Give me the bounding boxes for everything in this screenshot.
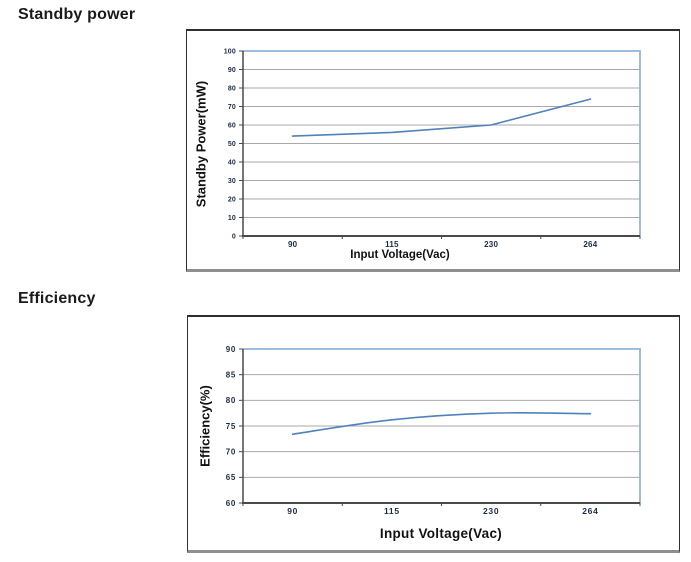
standby-power-plot-area: 0 10 20 30 40 50 60 70 80 90 100 90 115 230 264 — [224, 49, 641, 249]
y-tick-label: 100 — [224, 49, 236, 56]
data-series-line — [291, 98, 592, 137]
data-series-line — [291, 412, 592, 435]
y-tick-label: 10 — [228, 215, 236, 222]
y-tick-label: 60 — [228, 123, 236, 130]
x-tick-label: 115 — [384, 506, 400, 516]
y-tick-label: 65 — [226, 473, 236, 482]
y-tick-label: 60 — [226, 499, 236, 508]
y-tick-label: 90 — [226, 345, 236, 354]
y-tick-label: 90 — [228, 67, 236, 74]
efficiency-plot-area: 60 65 70 75 80 85 90 90 115 230 264 — [226, 345, 641, 516]
y-tick-label: 80 — [226, 396, 236, 405]
y-tick-label: 85 — [226, 371, 236, 380]
x-tick-label: 230 — [484, 240, 498, 249]
x-tick-label: 264 — [582, 506, 598, 516]
x-tick-label: 90 — [287, 506, 298, 516]
plot-border — [243, 348, 641, 503]
efficiency-chart: 60 65 70 75 80 85 90 90 115 230 264 Efficiency(%) … — [187, 315, 680, 553]
plot-border — [243, 50, 641, 236]
standby-power-y-axis-title: Standby Power(mW) — [193, 80, 209, 208]
section-title-efficiency: Efficiency — [18, 290, 96, 307]
x-tick-label: 264 — [583, 240, 597, 249]
standby-power-chart: 0 10 20 30 40 50 60 70 80 90 100 90 115 230 264 Standb… — [186, 29, 680, 272]
y-tick-label: 70 — [228, 104, 236, 111]
y-tick-label: 50 — [228, 141, 236, 148]
x-tick-label: 90 — [288, 240, 298, 249]
y-tick-label: 40 — [228, 160, 236, 167]
y-tick-label: 75 — [226, 422, 236, 431]
y-tick-label: 0 — [232, 234, 236, 241]
x-tick-label: 230 — [483, 506, 499, 516]
y-tick-label: 30 — [228, 178, 236, 185]
y-tick-label: 70 — [226, 448, 236, 457]
efficiency-x-axis-title: Input Voltage(Vac) — [379, 526, 503, 541]
y-tick-label: 20 — [228, 197, 236, 204]
section-title-standby-power: Standby power — [18, 6, 136, 23]
efficiency-y-axis-title: Efficiency(%) — [197, 385, 213, 467]
x-tick-label: 115 — [385, 240, 399, 249]
standby-power-x-axis-title: Input Voltage(Vac) — [350, 249, 450, 261]
y-tick-label: 80 — [228, 86, 236, 93]
